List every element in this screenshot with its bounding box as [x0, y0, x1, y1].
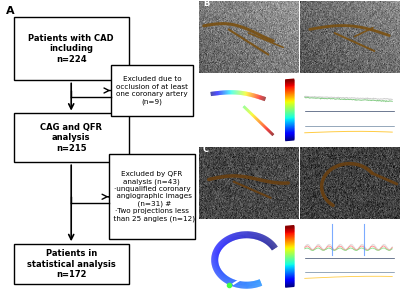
Text: C: C: [203, 145, 209, 154]
Text: CAG and QFR
analysis
n=215: CAG and QFR analysis n=215: [40, 123, 102, 153]
FancyBboxPatch shape: [109, 154, 195, 239]
Text: Patients with CAD
including
n=224: Patients with CAD including n=224: [28, 34, 114, 64]
Text: A: A: [6, 6, 14, 16]
Text: B: B: [203, 0, 209, 8]
FancyBboxPatch shape: [14, 244, 129, 284]
FancyBboxPatch shape: [14, 113, 129, 162]
Text: Excluded due to
occlusion of at least
one coronary artery
(n=9): Excluded due to occlusion of at least on…: [116, 76, 188, 105]
Text: Excluded by QFR
analysis (n=43)
·unqualified coronary
  angiographic images
  (n: Excluded by QFR analysis (n=43) ·unquali…: [109, 171, 195, 222]
FancyBboxPatch shape: [110, 65, 193, 116]
Text: Patients in
statistical analysis
n=172: Patients in statistical analysis n=172: [27, 249, 116, 280]
FancyBboxPatch shape: [14, 17, 129, 81]
